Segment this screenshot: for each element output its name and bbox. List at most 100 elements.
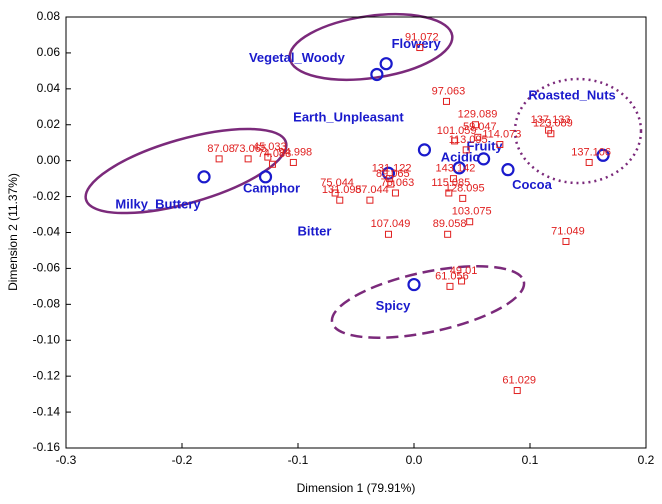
point [477, 152, 491, 166]
point [407, 277, 421, 292]
point [264, 153, 272, 161]
point [442, 97, 450, 105]
point [331, 189, 339, 197]
point-label: 113.095 [449, 134, 488, 146]
point-label: 61.029 [502, 374, 536, 386]
point-label: Spicy [376, 298, 411, 313]
point-label: Camphor [243, 180, 300, 195]
point [379, 57, 393, 71]
point-label: 143.142 [436, 163, 476, 175]
point-label: 129.089 [458, 109, 498, 121]
point [258, 170, 273, 184]
group-ellipses [84, 12, 643, 339]
point [384, 230, 392, 238]
point-label: 137.133 [531, 114, 571, 126]
point-label: 115.085 [431, 177, 470, 189]
point-label: 131.122 [372, 163, 412, 175]
point-label: Milky_Buttery [115, 196, 201, 211]
point-label: 107.049 [371, 218, 411, 230]
point [471, 121, 479, 129]
point [459, 194, 467, 202]
point-label: Earth_Unpleasant [293, 109, 404, 124]
point-label: 87.044 [355, 184, 389, 196]
point-label: Fruity [467, 138, 504, 153]
point [336, 196, 344, 204]
ellipse [84, 127, 288, 215]
point-label: Roasted_Nuts [528, 88, 615, 103]
point [268, 160, 276, 168]
x-tick-label: 0.0 [406, 453, 423, 467]
y-tick-label: -0.16 [33, 440, 61, 454]
point [416, 44, 424, 52]
point [391, 189, 399, 197]
y-tick-label: 0.00 [37, 153, 61, 167]
y-tick-label: -0.08 [33, 297, 61, 311]
point-label: 89.058 [433, 218, 467, 230]
point-label: 101.059 [437, 125, 477, 137]
point-label: 75.044 [320, 177, 354, 189]
point [449, 175, 457, 183]
x-tick-label: 0.2 [638, 453, 655, 467]
point-label: 128.095 [445, 182, 485, 194]
y-tick-label: 0.08 [37, 9, 61, 23]
point [501, 163, 515, 177]
point [289, 158, 297, 166]
x-tick-label: 0.1 [522, 453, 539, 467]
point [386, 175, 394, 183]
point-label: 45.033 [253, 141, 287, 153]
point-label: 73.065 [233, 143, 267, 155]
ellipse [288, 12, 454, 82]
point [466, 218, 474, 226]
point [547, 130, 555, 138]
point [446, 282, 454, 290]
point [562, 237, 570, 245]
point [458, 277, 466, 285]
y-tick-label: -0.04 [33, 225, 61, 239]
point-label: 89.065 [376, 168, 410, 180]
point-label: 137.106 [571, 146, 611, 158]
y-tick-label: -0.14 [33, 404, 61, 418]
x-axis-title: Dimension 1 (79.91%) [297, 481, 416, 495]
point [445, 189, 453, 197]
y-tick-label: -0.10 [33, 332, 61, 346]
point [244, 155, 252, 163]
point-label: Cocoa [512, 177, 553, 192]
y-tick-label: -0.12 [33, 368, 61, 382]
point [381, 166, 396, 180]
point [462, 146, 470, 154]
point-label: 75.063 [381, 177, 415, 189]
point-label: 103.075 [452, 206, 492, 218]
point [366, 196, 374, 204]
point-label: 97.063 [432, 85, 466, 97]
point [513, 387, 521, 395]
point-label: 131.095 [322, 184, 362, 196]
y-tick-label: 0.04 [37, 81, 61, 95]
point-label: 87.08 [207, 143, 235, 155]
point [215, 155, 223, 163]
ellipse [330, 265, 526, 339]
point [417, 143, 432, 157]
point [387, 180, 395, 188]
point-label: 91.072 [405, 31, 439, 43]
point-label: 59.047 [463, 121, 497, 133]
point-label: 71.049 [551, 225, 585, 237]
y-tick-label: 0.06 [37, 45, 61, 59]
ellipse [513, 77, 643, 185]
point-label: Flowery [392, 36, 442, 51]
y-axis-title: Dimension 2 (11.37%) [6, 173, 20, 291]
y-tick-label: -0.06 [33, 261, 61, 275]
point [496, 141, 504, 149]
point-label: Acidic [441, 149, 480, 164]
point [452, 161, 466, 175]
x-tick-label: -0.2 [172, 453, 193, 467]
point [444, 230, 452, 238]
point [474, 133, 482, 141]
y-tick-label: -0.02 [33, 189, 61, 203]
point-label: Vegetal_Woody [249, 50, 346, 65]
y-tick-label: 0.02 [37, 117, 61, 131]
point-label: 74.088 [258, 148, 292, 160]
point [451, 137, 459, 145]
point-label: 94.998 [279, 146, 313, 158]
